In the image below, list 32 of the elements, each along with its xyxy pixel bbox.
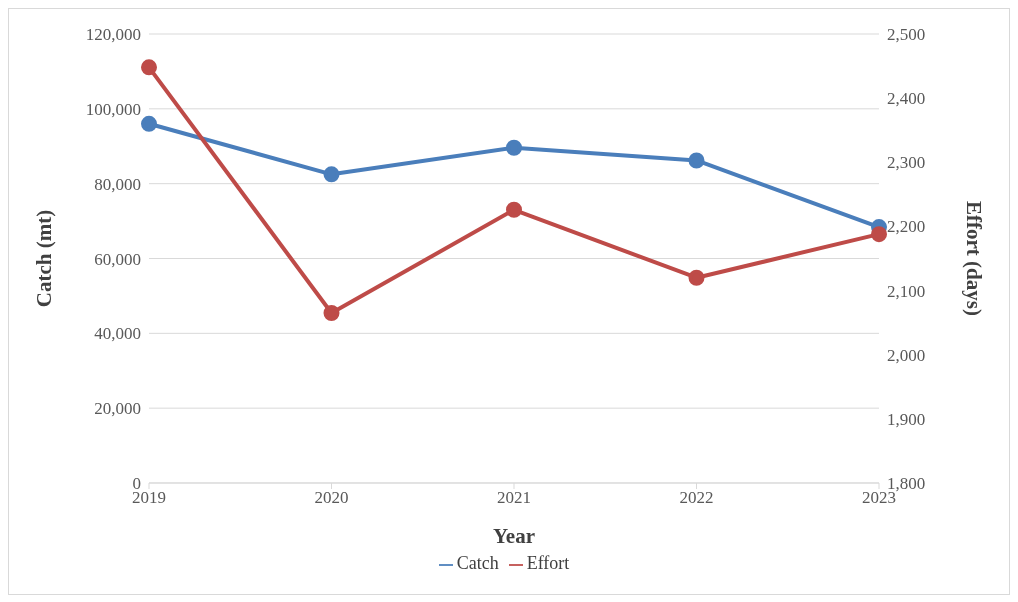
legend-label: Catch — [456, 553, 499, 573]
x-tick-label: 2019 — [132, 488, 166, 508]
point — [141, 59, 157, 76]
x-tick-label: 2023 — [862, 488, 896, 508]
x-tick-label: 2020 — [314, 488, 349, 508]
point — [688, 269, 705, 286]
point — [871, 226, 887, 243]
y-tick-label: 40,000 — [94, 324, 141, 344]
y-tick-label: 120,000 — [85, 25, 141, 45]
x-tick-label: 2021 — [497, 488, 531, 508]
y2-tick-label: 2,300 — [887, 153, 926, 173]
x-tick-label: 2022 — [679, 488, 714, 508]
point — [688, 152, 705, 169]
y-tick-label: 100,000 — [85, 99, 141, 119]
y2-tick-label: 2,100 — [887, 281, 926, 301]
y2-tick-label: 2,200 — [887, 217, 926, 237]
y2-tick-label: 2,000 — [887, 345, 926, 365]
y2-tick-label: 1,900 — [887, 409, 926, 429]
legend-label: Effort — [526, 553, 570, 573]
y-tick-label: 20,000 — [94, 399, 141, 419]
y2-tick-label: 2,400 — [887, 89, 926, 109]
y2-axis-title: Effort (days) — [961, 201, 986, 316]
point — [506, 139, 522, 156]
point — [323, 166, 340, 183]
y-tick-label: 80,000 — [94, 174, 141, 194]
point — [141, 115, 157, 132]
y-axis-title: Catch (mt) — [32, 209, 57, 308]
point — [506, 201, 522, 218]
y-tick-label: 60,000 — [94, 249, 141, 269]
point — [323, 305, 340, 322]
y2-tick-label: 2,500 — [887, 25, 926, 45]
x-axis-title: Year — [493, 524, 535, 548]
